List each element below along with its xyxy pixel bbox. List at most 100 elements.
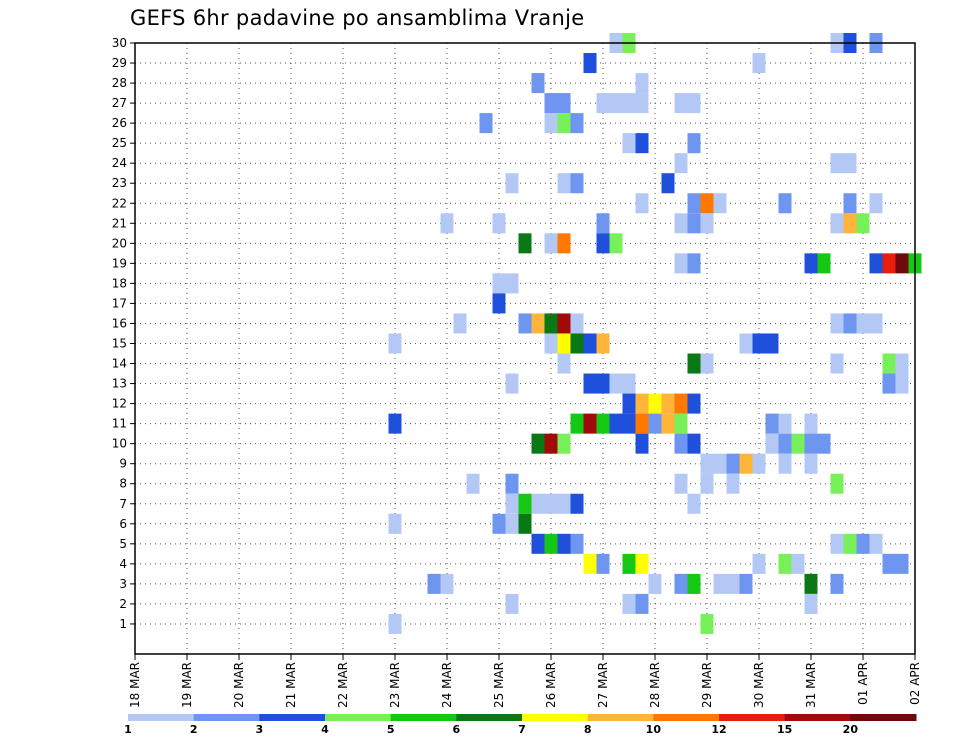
heatmap-cell bbox=[557, 533, 571, 554]
heatmap-cell bbox=[557, 173, 571, 194]
heatmap-cell bbox=[700, 213, 714, 234]
colorbar-label: 15 bbox=[777, 723, 792, 736]
heatmap-cell bbox=[466, 473, 480, 494]
heatmap-cell bbox=[544, 233, 558, 254]
heatmap-cell bbox=[544, 493, 558, 514]
heatmap-cell bbox=[739, 333, 753, 354]
heatmap-cell bbox=[687, 573, 701, 594]
y-tick-label: 23 bbox=[112, 176, 127, 190]
heatmap-cell bbox=[895, 373, 909, 394]
heatmap-cell bbox=[739, 573, 753, 594]
heatmap-cell bbox=[427, 573, 441, 594]
heatmap-cell bbox=[596, 93, 610, 114]
heatmap-cell bbox=[544, 533, 558, 554]
heatmap-cell bbox=[804, 573, 818, 594]
heatmap-cell bbox=[518, 513, 532, 534]
heatmap-cell bbox=[713, 193, 727, 214]
heatmap-cell bbox=[648, 413, 662, 434]
heatmap-cell bbox=[531, 313, 545, 334]
heatmap-cell bbox=[895, 353, 909, 374]
heatmap-cell bbox=[570, 533, 584, 554]
heatmap-cell bbox=[830, 533, 844, 554]
heatmap-cell bbox=[726, 473, 740, 494]
heatmap-cell bbox=[700, 193, 714, 214]
heatmap-cell bbox=[388, 513, 402, 534]
heatmap-cell bbox=[583, 333, 597, 354]
heatmap-cell bbox=[700, 473, 714, 494]
heatmap-cell bbox=[687, 253, 701, 274]
heatmap-cell bbox=[843, 153, 857, 174]
heatmap-cell bbox=[388, 413, 402, 434]
heatmap-cell bbox=[583, 413, 597, 434]
heatmap-cell bbox=[505, 273, 519, 294]
heatmap-cell bbox=[674, 573, 688, 594]
heatmap-cell bbox=[661, 413, 675, 434]
heatmap-cell bbox=[674, 153, 688, 174]
heatmap-cell bbox=[752, 333, 766, 354]
colorbar-swatch bbox=[390, 714, 457, 721]
heatmap-cell bbox=[557, 313, 571, 334]
x-tick-label: 18 MAR bbox=[128, 662, 142, 708]
heatmap-cell bbox=[609, 233, 623, 254]
heatmap-cell bbox=[570, 113, 584, 134]
heatmap-cell bbox=[635, 133, 649, 154]
heatmap-cell bbox=[583, 53, 597, 74]
x-tick-label: 02 APR bbox=[908, 662, 922, 705]
heatmap-cell bbox=[570, 333, 584, 354]
heatmap-cells bbox=[388, 32, 922, 634]
y-tick-label: 11 bbox=[112, 417, 127, 431]
heatmap-cell bbox=[687, 493, 701, 514]
heatmap-cell bbox=[557, 93, 571, 114]
heatmap-cell bbox=[531, 73, 545, 94]
x-tick-label: 19 MAR bbox=[180, 662, 194, 708]
y-tick-label: 4 bbox=[119, 557, 127, 571]
heatmap-cell bbox=[778, 433, 792, 454]
x-tick-label: 28 MAR bbox=[648, 662, 662, 708]
heatmap-cell bbox=[687, 93, 701, 114]
heatmap-cell bbox=[440, 573, 454, 594]
colorbar-swatch bbox=[522, 714, 589, 721]
heatmap-cell bbox=[895, 253, 909, 274]
heatmap-cell bbox=[869, 193, 883, 214]
heatmap-cell bbox=[830, 313, 844, 334]
x-tick-label: 01 APR bbox=[856, 662, 870, 705]
y-tick-label: 19 bbox=[112, 256, 127, 270]
y-tick-label: 26 bbox=[112, 116, 127, 130]
y-tick-label: 2 bbox=[119, 597, 127, 611]
heatmap-cell bbox=[843, 533, 857, 554]
heatmap-cell bbox=[687, 393, 701, 414]
heatmap-cell bbox=[713, 573, 727, 594]
heatmap-cell bbox=[453, 313, 467, 334]
heatmap-cell bbox=[570, 313, 584, 334]
heatmap-cell bbox=[661, 393, 675, 414]
heatmap-cell bbox=[635, 593, 649, 614]
heatmap-cell bbox=[557, 493, 571, 514]
heatmap-cell bbox=[583, 553, 597, 574]
heatmap-cell bbox=[622, 393, 636, 414]
heatmap-cell bbox=[440, 213, 454, 234]
y-tick-label: 3 bbox=[119, 577, 127, 591]
colorbar-swatch bbox=[653, 714, 720, 721]
heatmap-cell bbox=[388, 333, 402, 354]
heatmap-cell bbox=[765, 333, 779, 354]
y-tick-label: 8 bbox=[119, 477, 127, 491]
y-tick-label: 17 bbox=[112, 296, 127, 310]
heatmap-cell bbox=[622, 93, 636, 114]
heatmap-cell bbox=[687, 133, 701, 154]
colorbar-swatch bbox=[259, 714, 326, 721]
heatmap-cell bbox=[596, 373, 610, 394]
heatmap-cell bbox=[869, 533, 883, 554]
y-tick-label: 30 bbox=[112, 36, 127, 50]
heatmap-cell bbox=[804, 433, 818, 454]
heatmap-cell bbox=[583, 373, 597, 394]
colorbar-swatch bbox=[784, 714, 851, 721]
heatmap-cell bbox=[869, 253, 883, 274]
heatmap-cell bbox=[674, 393, 688, 414]
heatmap-cell bbox=[882, 553, 896, 574]
x-tick-label: 30 MAR bbox=[752, 662, 766, 708]
heatmap-cell bbox=[505, 473, 519, 494]
heatmap-cell bbox=[505, 513, 519, 534]
heatmap-cell bbox=[505, 373, 519, 394]
heatmap-cell bbox=[622, 593, 636, 614]
x-tick-label: 22 MAR bbox=[336, 662, 350, 708]
